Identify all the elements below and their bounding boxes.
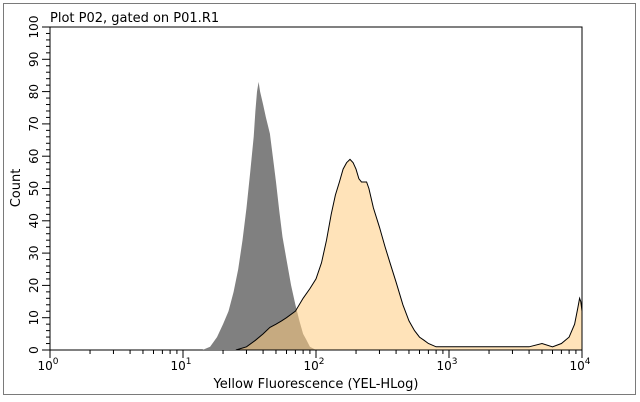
x-tick-label: 104 bbox=[569, 357, 590, 373]
y-axis-label: Count bbox=[9, 169, 24, 208]
x-axis-label: Yellow Fluorescence (YEL-HLog) bbox=[213, 377, 419, 392]
y-tick-label: 40 bbox=[27, 213, 41, 228]
y-tick-label: 50 bbox=[27, 181, 41, 196]
x-tick-label: 101 bbox=[170, 357, 191, 373]
chart-title: Plot P02, gated on P01.R1 bbox=[50, 11, 219, 26]
x-tick-label: 102 bbox=[303, 357, 324, 373]
x-axis: 100 101 102 103 104 bbox=[37, 350, 591, 373]
y-tick-label: 0 bbox=[27, 346, 41, 354]
y-tick-label: 70 bbox=[27, 116, 41, 131]
y-tick-label: 100 bbox=[27, 16, 41, 39]
x-tick-label: 103 bbox=[436, 357, 457, 373]
y-tick-label: 90 bbox=[27, 52, 41, 67]
y-tick-label: 10 bbox=[27, 310, 41, 325]
histogram-series-1 bbox=[183, 81, 327, 351]
y-axis: 0 10 20 30 40 50 60 70 80 90 100 bbox=[27, 16, 50, 354]
y-tick-label: 30 bbox=[27, 245, 41, 260]
y-tick-label: 80 bbox=[27, 84, 41, 99]
y-tick-label: 20 bbox=[27, 278, 41, 293]
series-layer bbox=[183, 81, 583, 351]
x-tick-label: 100 bbox=[37, 357, 58, 373]
y-tick-label: 60 bbox=[27, 149, 41, 164]
chart-frame bbox=[3, 3, 636, 395]
histogram-series-2 bbox=[235, 158, 583, 351]
